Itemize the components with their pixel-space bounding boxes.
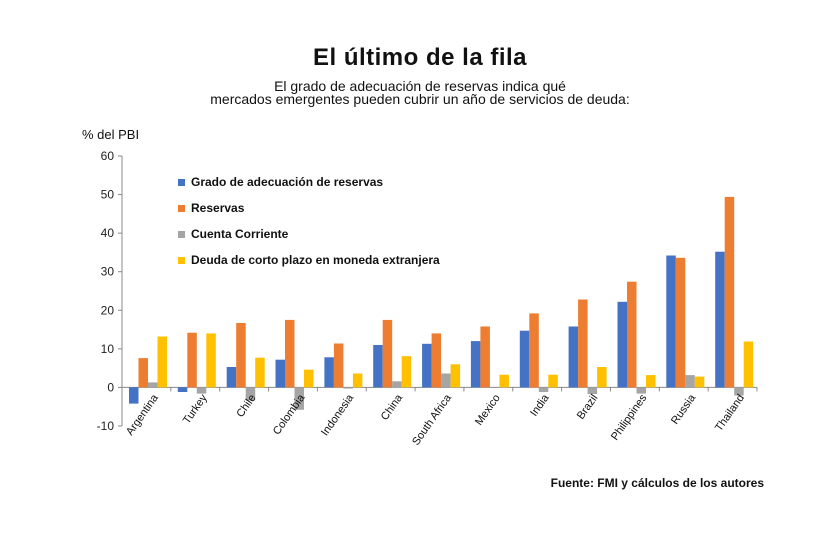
bar-deuda-de-corto-plazo-en-moneda-extranjera-brazil (597, 367, 607, 388)
y-tick-label: 0 (107, 380, 114, 394)
bar-deuda-de-corto-plazo-en-moneda-extranjera-philippines (646, 375, 656, 388)
legend-swatch (178, 179, 185, 186)
bar-reservas-philippines (627, 281, 637, 388)
bar-grado-de-adecuaci-n-de-reservas-chile (226, 367, 237, 388)
y-tick-label: 60 (101, 149, 115, 163)
category-label: Thailand (713, 392, 747, 433)
bar-reservas-russia (675, 257, 686, 388)
bar-reservas-brazil (578, 299, 588, 388)
bar-cuenta-corriente-turkey (196, 387, 207, 394)
y-tick-label: 10 (101, 342, 115, 356)
category-label: Mexico (473, 392, 503, 427)
bar-reservas-colombia (285, 319, 295, 388)
category-label: Indonesia (319, 392, 357, 439)
bar-reservas-india (529, 313, 539, 388)
bar-grado-de-adecuaci-n-de-reservas-mexico (470, 341, 481, 388)
bar-grado-de-adecuaci-n-de-reservas-colombia (275, 359, 285, 388)
category-label: South Africa (410, 392, 454, 448)
legend-swatch (178, 205, 185, 212)
legend-swatch (178, 257, 185, 264)
bar-grado-de-adecuaci-n-de-reservas-indonesia (324, 357, 334, 388)
category-label: China (379, 392, 406, 423)
category-label: Turkey (181, 392, 210, 426)
bar-grado-de-adecuaci-n-de-reservas-south-africa (422, 343, 432, 388)
bar-cuenta-corriente-colombia (294, 387, 304, 410)
bar-cuenta-corriente-thailand (734, 387, 744, 396)
bar-grado-de-adecuaci-n-de-reservas-philippines (617, 301, 627, 388)
category-label: India (528, 392, 552, 419)
category-label: Russia (669, 392, 699, 427)
bar-deuda-de-corto-plazo-en-moneda-extranjera-china (401, 356, 412, 388)
bar-cuenta-corriente-philippines (636, 387, 646, 394)
y-tick-label: -10 (97, 419, 115, 433)
bar-cuenta-corriente-india (538, 387, 549, 392)
bar-grado-de-adecuaci-n-de-reservas-brazil (568, 326, 579, 388)
legend-label: Reservas (191, 201, 245, 215)
bar-reservas-indonesia (333, 343, 344, 388)
bar-deuda-de-corto-plazo-en-moneda-extranjera-indonesia (352, 373, 363, 388)
bar-deuda-de-corto-plazo-en-moneda-extranjera-mexico (499, 374, 509, 388)
bar-grado-de-adecuaci-n-de-reservas-turkey (177, 387, 188, 392)
bar-cuenta-corriente-china (392, 381, 402, 388)
category-label: Philippines (609, 392, 650, 443)
category-label: Colombia (271, 392, 308, 438)
y-tick-label: 40 (101, 226, 115, 240)
bar-reservas-argentina (138, 358, 148, 388)
bar-cuenta-corriente-south-africa (441, 373, 451, 388)
chart-title: El último de la fila (312, 44, 528, 71)
bar-reservas-china (382, 319, 393, 388)
bar-deuda-de-corto-plazo-en-moneda-extranjera-thailand (743, 341, 754, 388)
y-tick-label: 20 (101, 303, 115, 317)
bar-cuenta-corriente-mexico (489, 387, 500, 388)
bar-cuenta-corriente-brazil (587, 387, 598, 394)
bar-reservas-thailand (724, 196, 735, 388)
bar-deuda-de-corto-plazo-en-moneda-extranjera-india (548, 374, 558, 388)
y-axis-label: % del PBI (82, 127, 140, 142)
bar-cuenta-corriente-indonesia (343, 387, 353, 389)
bar-reservas-south-africa (431, 333, 442, 388)
bar-reservas-chile (236, 323, 246, 388)
legend-swatch (178, 231, 185, 238)
bar-reservas-mexico (480, 326, 490, 388)
bar-deuda-de-corto-plazo-en-moneda-extranjera-turkey (206, 333, 216, 388)
bar-reservas-turkey (187, 332, 197, 388)
bar-deuda-de-corto-plazo-en-moneda-extranjera-colombia (304, 369, 314, 388)
bar-grado-de-adecuaci-n-de-reservas-thailand (715, 251, 725, 388)
y-tick-label: 30 (101, 265, 115, 279)
bar-grado-de-adecuaci-n-de-reservas-argentina (129, 387, 139, 404)
subtitle-line-1: El grado de adecuación de reservas indic… (274, 78, 566, 94)
bar-deuda-de-corto-plazo-en-moneda-extranjera-russia (694, 376, 705, 388)
source-note: Fuente: FMI y cálculos de los autores (550, 476, 764, 490)
bar-deuda-de-corto-plazo-en-moneda-extranjera-south-africa (450, 364, 461, 388)
legend-label: Grado de adecuación de reservas (191, 175, 383, 189)
bar-grado-de-adecuaci-n-de-reservas-india (519, 330, 530, 388)
chart-subtitle: El grado de adecuación de reservas indic… (0, 78, 840, 107)
bar-cuenta-corriente-argentina (148, 382, 158, 388)
bar-deuda-de-corto-plazo-en-moneda-extranjera-argentina (157, 336, 167, 388)
category-label: Brazil (575, 392, 601, 421)
bar-cuenta-corriente-chile (245, 387, 256, 401)
legend-label: Cuenta Corriente (191, 227, 289, 241)
subtitle-line-2: mercados emergentes pueden cubrir un año… (210, 91, 630, 107)
bar-grado-de-adecuaci-n-de-reservas-china (373, 345, 383, 388)
bar-cuenta-corriente-russia (685, 375, 695, 388)
y-tick-label: 50 (101, 188, 115, 202)
bar-deuda-de-corto-plazo-en-moneda-extranjera-chile (255, 357, 265, 388)
legend-label: Deuda de corto plazo en moneda extranjer… (191, 253, 440, 267)
bar-grado-de-adecuaci-n-de-reservas-russia (666, 255, 676, 388)
